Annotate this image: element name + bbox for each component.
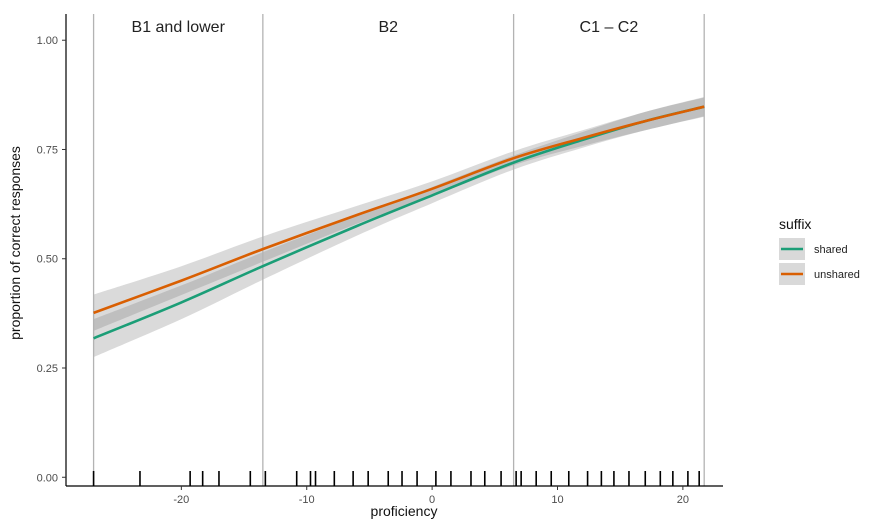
legend: suffix shared unshared (779, 216, 860, 285)
region-boundaries (92, 14, 705, 486)
rug-marks (92, 471, 700, 486)
x-tick-label: 10 (551, 494, 563, 506)
region-labels: B1 and lower B2 C1 – C2 (132, 19, 639, 36)
legend-title: suffix (779, 216, 811, 232)
y-tick-label: 0.25 (37, 363, 58, 375)
axes: 0.00 0.25 0.50 0.75 1.00 -20 -10 0 10 20 (37, 14, 723, 506)
confidence-bands (93, 97, 705, 358)
x-axis-title: proficiency (371, 503, 438, 519)
x-tick-label: 0 (429, 494, 435, 506)
y-tick-label: 0.00 (37, 472, 58, 484)
y-tick-label: 1.00 (37, 35, 58, 47)
region-label: C1 – C2 (580, 19, 639, 36)
y-tick-label: 0.50 (37, 254, 58, 266)
region-label: B1 and lower (132, 19, 226, 36)
legend-label-shared: shared (814, 244, 848, 256)
y-tick-label: 0.75 (37, 144, 58, 156)
x-tick-label: -20 (173, 494, 189, 506)
legend-label-unshared: unshared (814, 269, 860, 281)
x-tick-label: -10 (299, 494, 315, 506)
y-axis-title: proportion of correct responses (7, 146, 23, 340)
series-line-unshared (93, 105, 705, 315)
x-tick-label: 20 (677, 494, 689, 506)
region-label: B2 (378, 19, 398, 36)
series-lines (93, 105, 705, 340)
